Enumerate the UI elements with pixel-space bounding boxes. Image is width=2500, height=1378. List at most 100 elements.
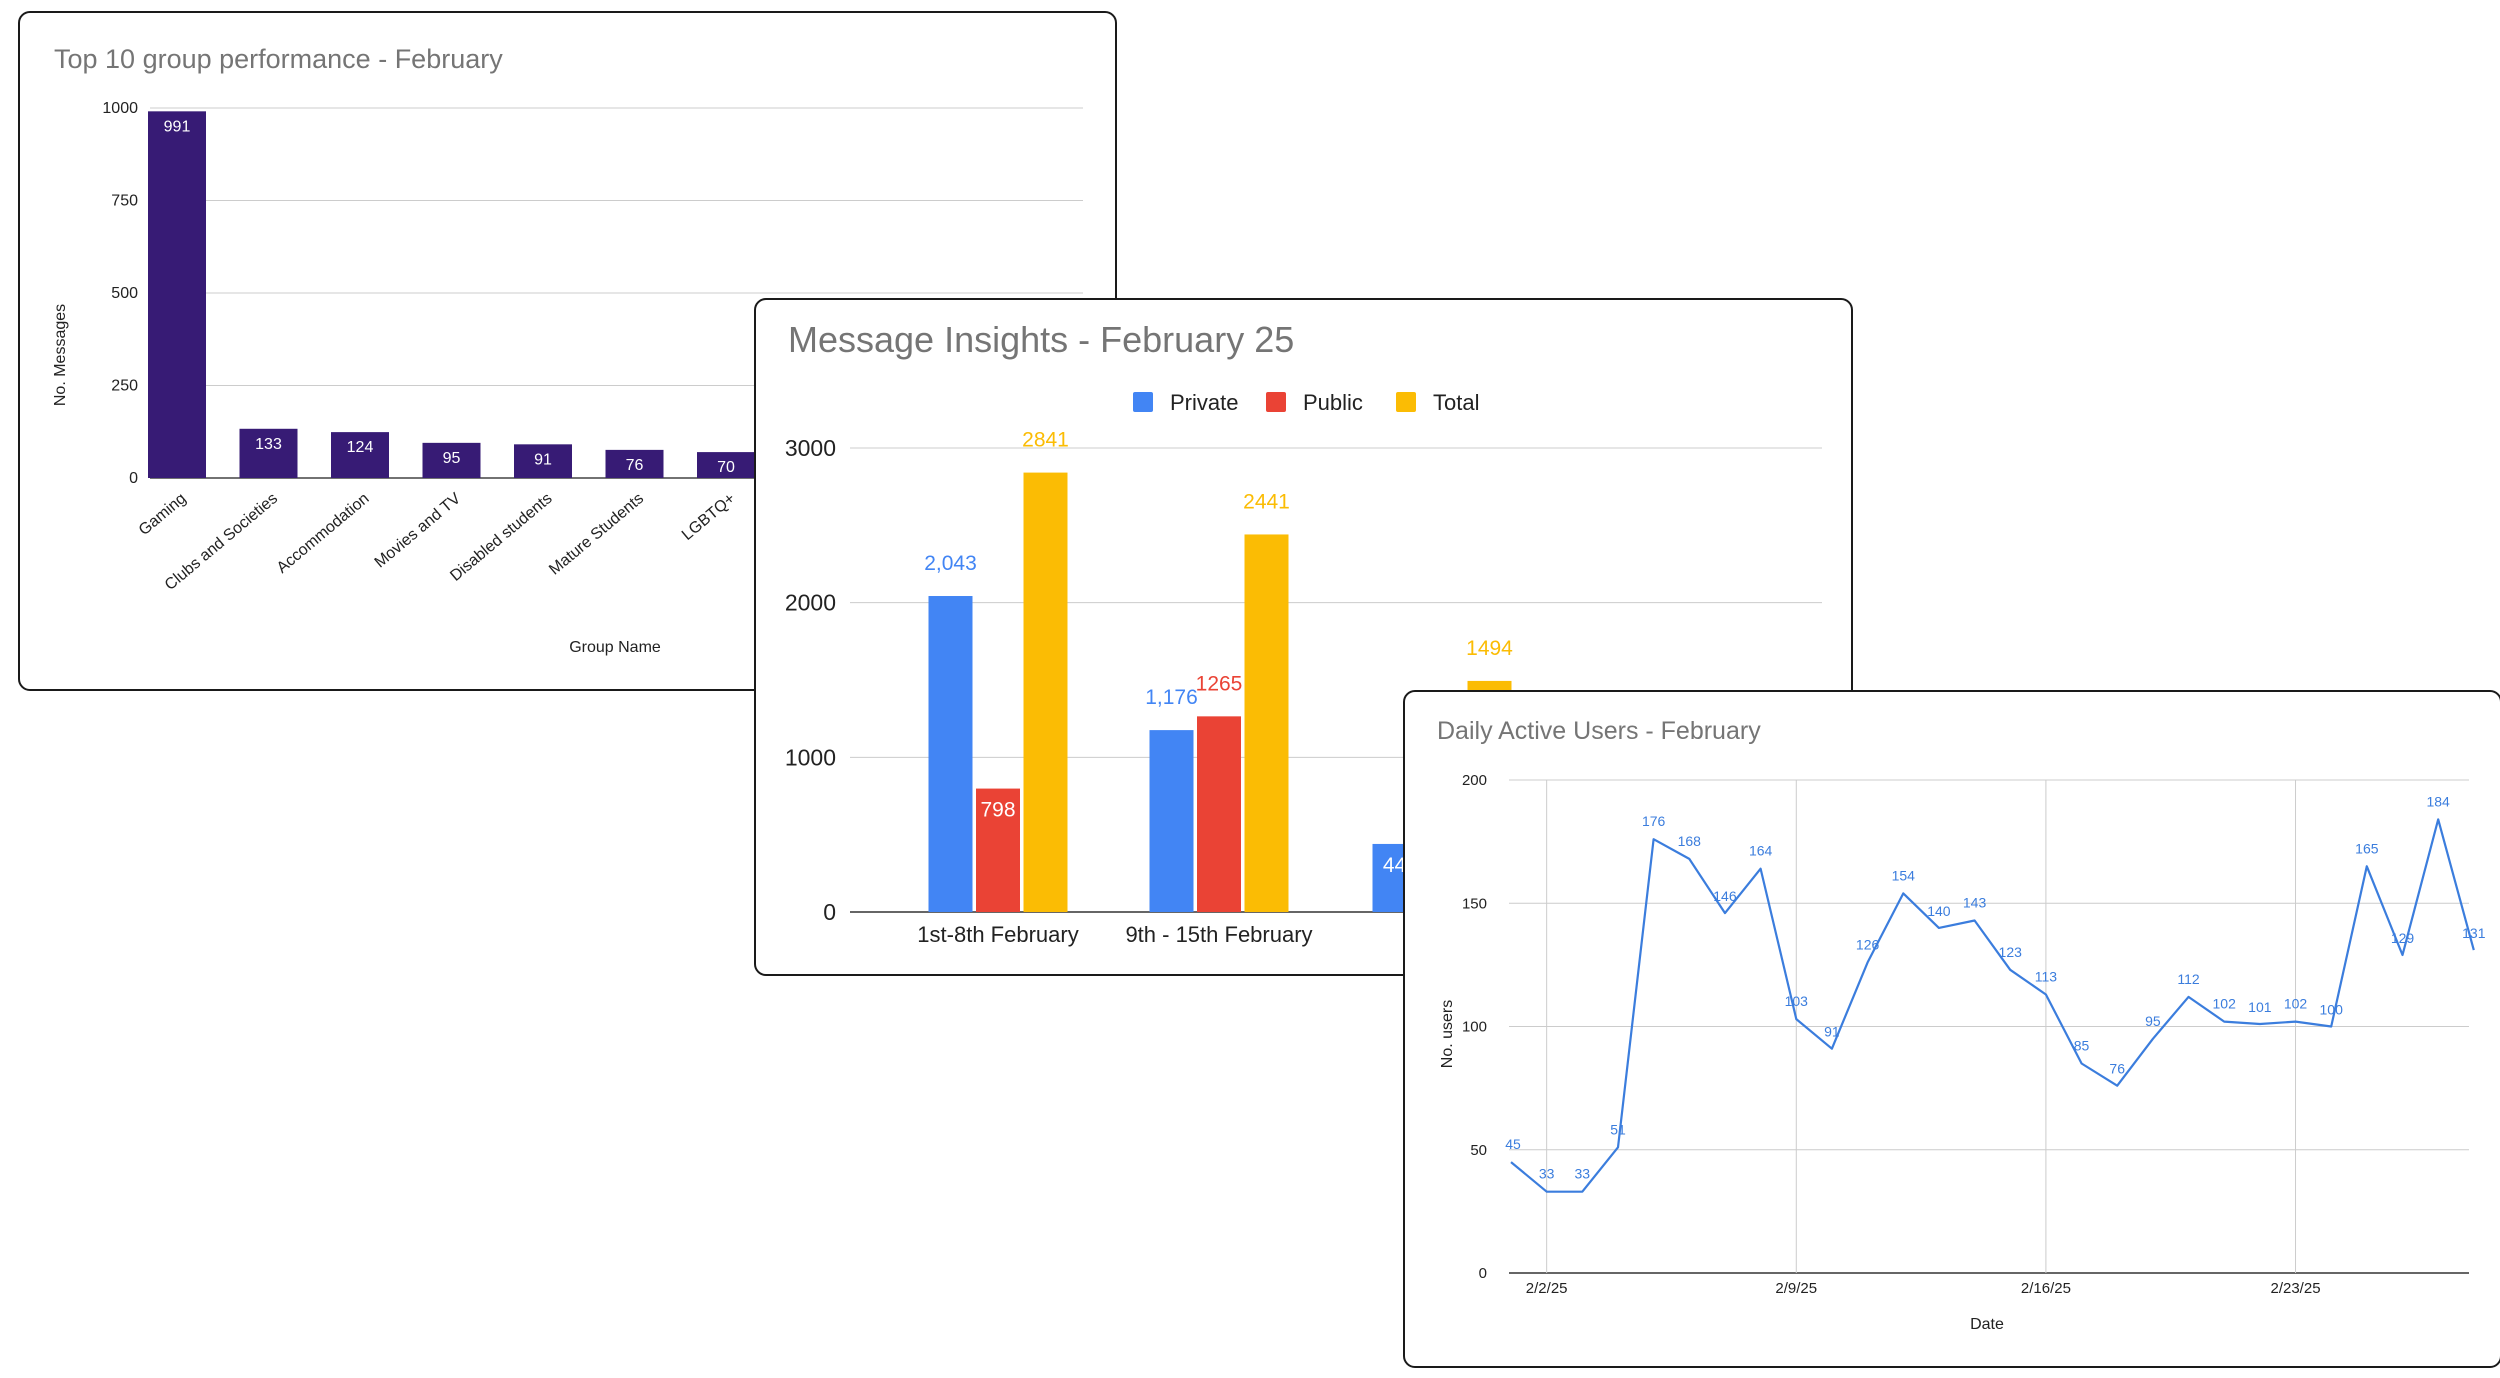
dau-point-label: 165 xyxy=(2355,840,2379,856)
dau-point-label: 103 xyxy=(1785,993,1809,1009)
dau-point-label: 76 xyxy=(2109,1061,2125,1077)
msg-y-tick-label: 0 xyxy=(823,899,836,925)
top10-x-tick-label: Disabled students xyxy=(447,490,555,585)
top10-bar xyxy=(239,428,298,478)
top10-x-tick-label: LGBTQ+ xyxy=(679,490,739,544)
dau-x-tick-label: 2/23/25 xyxy=(2270,1280,2320,1297)
top10-x-tick-label: Movies and TV xyxy=(372,490,465,572)
msg-y-tick-label: 2000 xyxy=(785,590,836,616)
top10-y-tick-label: 500 xyxy=(111,285,138,302)
dau-y-tick-label: 200 xyxy=(1462,772,1487,789)
msg-bar-value-label: 2,043 xyxy=(924,552,977,575)
top10-bar-value-label: 124 xyxy=(347,439,374,456)
top10-bar-value-label: 70 xyxy=(717,459,735,476)
top10-y-tick-label: 1000 xyxy=(102,100,138,117)
dau-point-label: 113 xyxy=(2035,968,2058,984)
msg-bar xyxy=(976,788,1020,912)
dau-y-tick-label: 150 xyxy=(1462,895,1487,912)
dau-x-axis-label: Date xyxy=(1970,1316,2004,1333)
msg-legend-swatch xyxy=(1266,392,1286,412)
dau-point-label: 131 xyxy=(2462,925,2486,941)
dau-point-label: 140 xyxy=(1927,903,1951,919)
top10-x-tick-label: Accommodation xyxy=(274,490,373,577)
msg-y-tick-label: 3000 xyxy=(785,435,836,461)
dau-y-axis-label: No. users xyxy=(1439,1000,1456,1068)
top10-y-tick-label: 250 xyxy=(111,378,138,395)
dau-point-label: 102 xyxy=(2284,996,2308,1012)
daily-active-users-chart: Daily Active Users - February 0 50 100 150 2… xyxy=(1437,717,2486,1333)
top10-bar xyxy=(148,111,206,478)
message-insights-chart: Message Insights - February 25 Private Pu… xyxy=(785,319,1822,947)
dau-point-label: 102 xyxy=(2213,996,2237,1012)
dau-chart-title: Daily Active Users - February xyxy=(1437,717,1761,745)
dau-point-label: 126 xyxy=(1856,936,1880,952)
msg-bar-value-label: 1494 xyxy=(1466,637,1513,660)
top10-bar-value-label: 991 xyxy=(164,118,191,135)
top10-y-axis-label: No. Messages xyxy=(52,304,69,406)
top10-y-tick-label: 0 xyxy=(129,470,138,487)
top10-bar xyxy=(605,449,664,478)
top10-bar xyxy=(331,432,389,478)
dau-point-label: 143 xyxy=(1963,895,1987,911)
daily-active-users-chart-card: Daily Active Users - February 0 50 100 150 2… xyxy=(1403,690,2500,1368)
msg-bar xyxy=(928,596,973,912)
dau-point-label: 33 xyxy=(1575,1166,1591,1182)
msg-legend-label: Private xyxy=(1170,390,1238,415)
top10-x-tick-label: Gaming xyxy=(136,490,190,539)
dau-series-line xyxy=(1510,818,2475,1193)
top10-bar-value-label: 76 xyxy=(626,457,644,474)
dau-point-label: 154 xyxy=(1892,867,1916,883)
dau-point-label: 101 xyxy=(2248,999,2272,1015)
dau-point-label: 168 xyxy=(1678,833,1702,849)
top10-chart-title: Top 10 group performance - February xyxy=(54,44,503,74)
msg-legend-swatch xyxy=(1133,392,1153,412)
msg-bar xyxy=(1197,716,1241,912)
msg-legend-label: Total xyxy=(1433,390,1479,415)
message-insights-title: Message Insights - February 25 xyxy=(788,319,1294,360)
dau-point-label: 176 xyxy=(1642,813,1666,829)
dau-point-label: 85 xyxy=(2074,1037,2090,1053)
dau-point-label: 112 xyxy=(2177,971,2200,987)
dau-point-label: 51 xyxy=(1610,1121,1626,1137)
dau-y-tick-label: 50 xyxy=(1470,1142,1487,1159)
msg-y-tick-label: 1000 xyxy=(785,744,836,770)
dau-y-tick-label: 100 xyxy=(1462,1019,1487,1036)
msg-bar-value-label: 1265 xyxy=(1196,672,1243,695)
msg-bar-value-label: 1,176 xyxy=(1145,686,1198,709)
msg-bar-value-label: 2841 xyxy=(1022,429,1069,452)
dau-point-label: 123 xyxy=(1999,944,2023,960)
dau-point-label: 164 xyxy=(1749,843,1773,859)
msg-x-tick-label: 1st-8th February xyxy=(917,922,1078,947)
msg-bar xyxy=(1244,534,1289,912)
top10-y-tick-label: 750 xyxy=(111,193,138,210)
top10-bar xyxy=(514,444,572,478)
msg-bar xyxy=(1149,730,1194,912)
top10-bar xyxy=(697,452,755,478)
dau-point-label: 129 xyxy=(2391,930,2415,946)
dau-point-label: 91 xyxy=(1824,1024,1840,1040)
dau-point-label: 95 xyxy=(2145,1013,2161,1029)
dau-y-tick-label: 0 xyxy=(1479,1265,1487,1282)
dau-x-tick-label: 2/16/25 xyxy=(2021,1280,2071,1297)
msg-legend-swatch xyxy=(1396,392,1416,412)
msg-legend-label: Public xyxy=(1303,390,1363,415)
msg-bar-value-label: 44 xyxy=(1383,854,1407,877)
dau-point-label: 100 xyxy=(2320,1002,2344,1018)
dau-point-label: 33 xyxy=(1539,1166,1555,1182)
top10-x-axis-label: Group Name xyxy=(569,639,661,656)
top10-bar xyxy=(422,442,481,478)
top10-x-tick-label: Mature Students xyxy=(546,490,647,578)
dau-point-label: 184 xyxy=(2426,793,2450,809)
msg-bar-value-label: 2441 xyxy=(1243,490,1290,513)
msg-bar-value-label: 798 xyxy=(980,799,1015,822)
top10-bar-value-label: 133 xyxy=(255,436,282,453)
msg-x-tick-label: 9th - 15th February xyxy=(1125,922,1312,947)
dau-point-label: 45 xyxy=(1505,1136,1521,1152)
msg-bar xyxy=(1023,472,1068,912)
top10-bar-value-label: 95 xyxy=(443,450,461,467)
dau-x-tick-label: 2/2/25 xyxy=(1526,1280,1568,1297)
dau-x-tick-label: 2/9/25 xyxy=(1775,1280,1817,1297)
top10-bar-value-label: 91 xyxy=(534,451,552,468)
dau-point-label: 146 xyxy=(1713,888,1737,904)
message-insights-legend: Private Public Total xyxy=(1133,390,1479,415)
